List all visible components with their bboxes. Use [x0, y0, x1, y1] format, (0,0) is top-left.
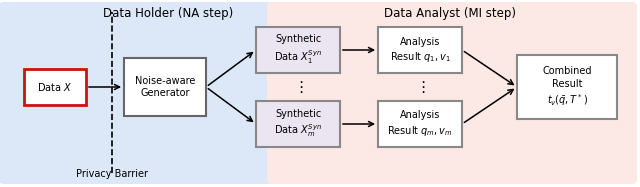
FancyBboxPatch shape: [378, 27, 462, 73]
FancyBboxPatch shape: [517, 55, 617, 119]
Text: Combined
Result
$t_\nu(\bar{q}, T^*)$: Combined Result $t_\nu(\bar{q}, T^*)$: [542, 66, 592, 108]
FancyBboxPatch shape: [256, 101, 340, 147]
Text: Synthetic
Data $X_m^{Syn}$: Synthetic Data $X_m^{Syn}$: [274, 109, 322, 139]
Text: Privacy Barrier: Privacy Barrier: [76, 169, 148, 179]
FancyBboxPatch shape: [256, 27, 340, 73]
Text: Analysis
Result $q_m, v_m$: Analysis Result $q_m, v_m$: [387, 111, 453, 137]
FancyBboxPatch shape: [0, 2, 427, 184]
FancyBboxPatch shape: [124, 58, 206, 116]
Text: Data $X$: Data $X$: [37, 81, 72, 93]
Text: Synthetic
Data $X_1^{Syn}$: Synthetic Data $X_1^{Syn}$: [274, 34, 322, 66]
Text: Data Analyst (MI step): Data Analyst (MI step): [384, 7, 516, 20]
Text: Noise-aware
Generator: Noise-aware Generator: [135, 76, 195, 98]
FancyBboxPatch shape: [267, 2, 637, 184]
Text: Analysis
Result $q_1, v_1$: Analysis Result $q_1, v_1$: [390, 36, 451, 64]
Text: Data Holder (NA step): Data Holder (NA step): [103, 7, 233, 20]
FancyBboxPatch shape: [24, 69, 86, 105]
Text: $\vdots$: $\vdots$: [293, 79, 303, 95]
FancyBboxPatch shape: [378, 101, 462, 147]
Text: $\vdots$: $\vdots$: [415, 79, 425, 95]
